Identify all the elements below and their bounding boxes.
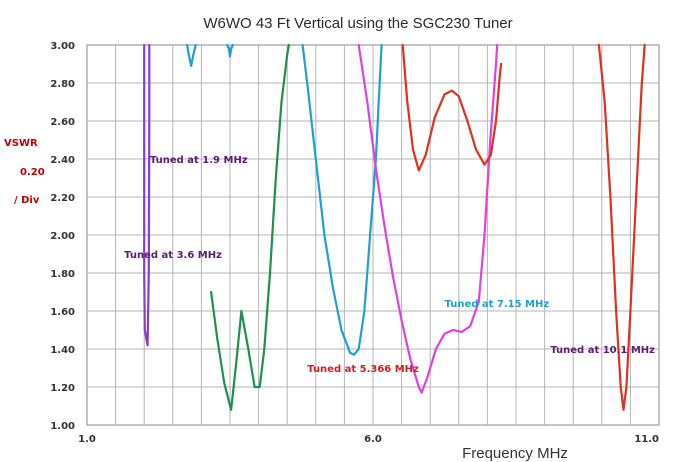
y-axis-label-line-3: / Div [14,195,40,206]
y-tick-label: 2.20 [50,193,75,204]
series-lines [143,43,646,411]
x-tick-labels: 1.0 6.0 11.0 [78,434,659,445]
x-tick-label: 1.0 [78,434,96,445]
annotation-label-1: Tuned at 1.9 MHz [150,155,248,166]
annotations: Tuned at 1.9 MHz Tuned at 3.6 MHz Tuned at… [124,155,655,375]
annotation-label-4: Tuned at 7.15 MHz [445,299,550,310]
annotation-label-3: Tuned at 5.366 MHz [307,364,419,375]
y-tick-label: 1.80 [50,269,75,280]
series-line-5 [301,43,383,356]
x-axis-label: Frequency MHz [462,445,568,462]
y-tick-label: 3.00 [50,41,75,52]
y-axis-label-line-2: 0.20 [20,167,45,178]
y-tick-label: 1.20 [50,383,75,394]
y-tick-labels: 1.00 1.20 1.40 1.60 1.80 2.00 2.20 2.40 2.60 2.80… [50,41,75,432]
chart-title: W6WO 43 Ft Vertical using the SGC230 Tun… [203,15,512,32]
series-line-8 [597,43,646,411]
y-tick-label: 1.00 [50,421,75,432]
y-axis-label-line-1: VSWR [4,138,38,149]
series-line-7 [401,43,503,172]
y-tick-label: 1.40 [50,345,75,356]
y-tick-label: 1.60 [50,307,75,318]
series-line-4 [210,43,290,411]
series-line-2 [186,43,197,68]
x-tick-label: 11.0 [634,434,659,445]
series-line-6 [357,43,499,394]
annotation-label-5: Tuned at 10.1 MHz [550,345,655,356]
y-tick-label: 2.40 [50,155,75,166]
x-tick-label: 6.0 [364,434,382,445]
series-line-1 [143,43,151,347]
y-tick-label: 2.00 [50,231,75,242]
y-tick-label: 2.80 [50,79,75,90]
annotation-label-2: Tuned at 3.6 MHz [124,250,222,261]
series-line-3 [226,43,234,58]
y-tick-label: 2.60 [50,117,75,128]
